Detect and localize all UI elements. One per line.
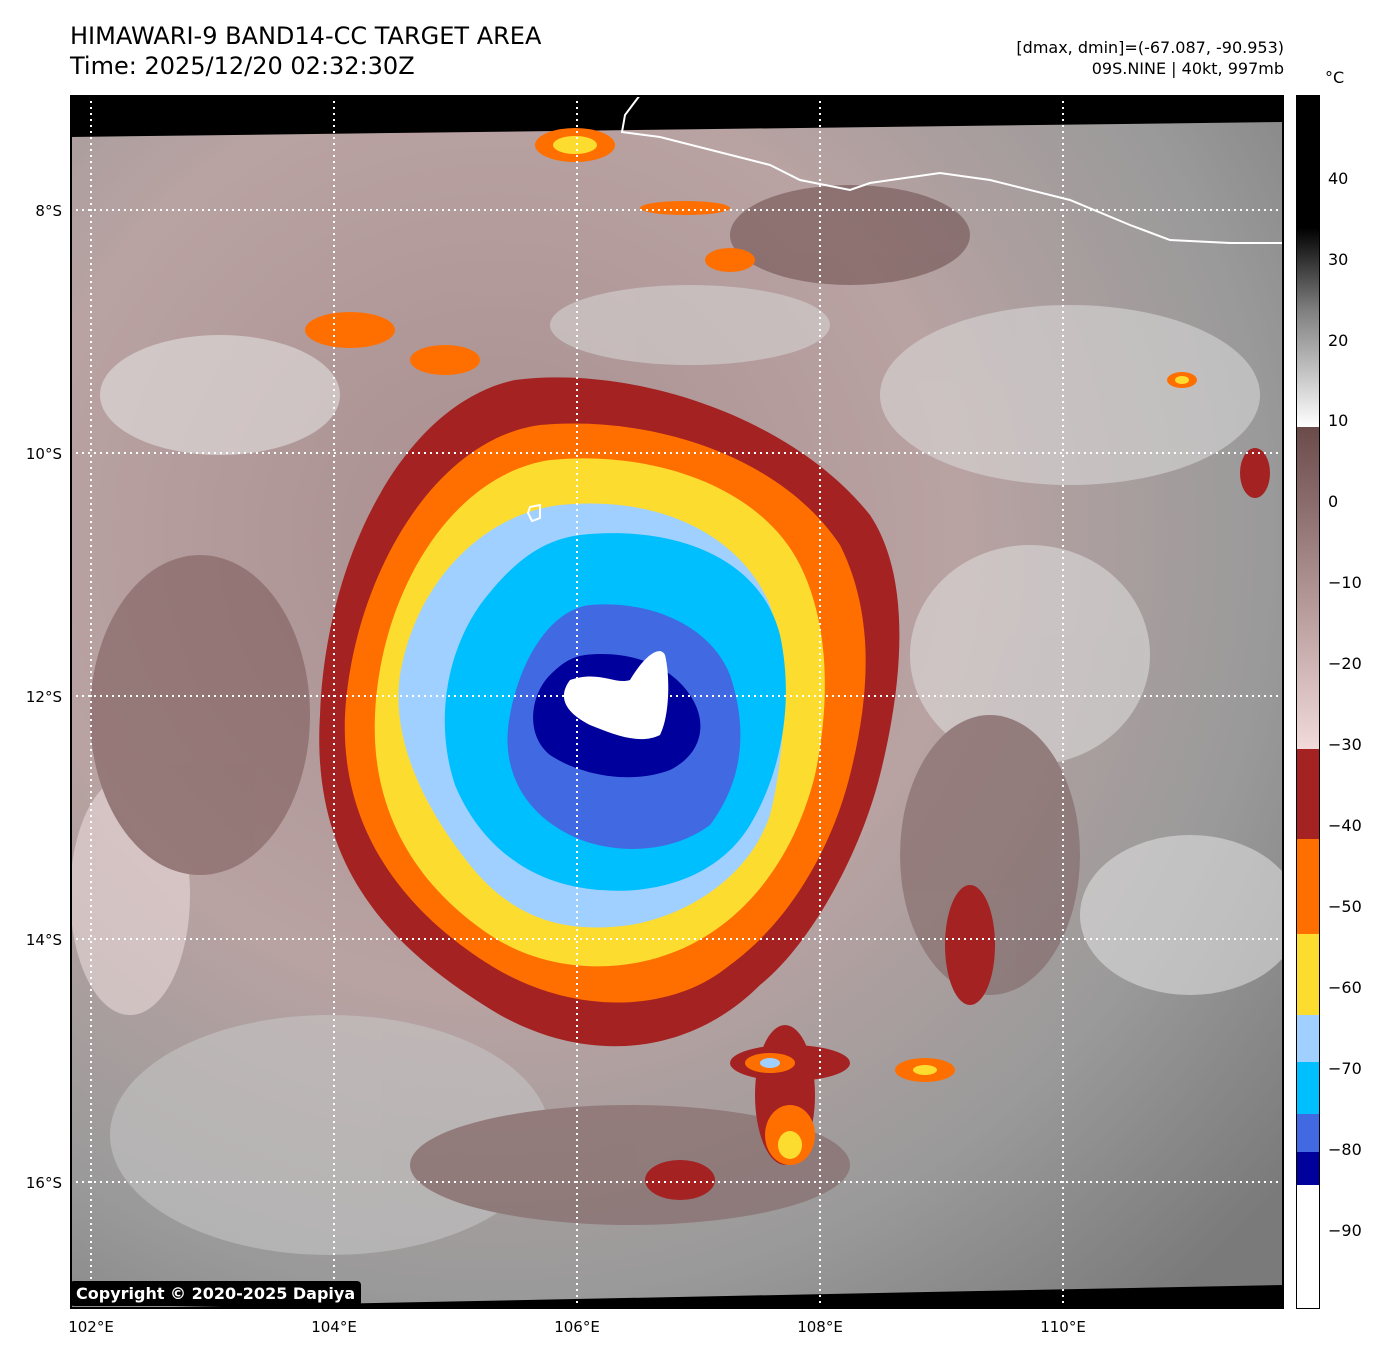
cbar-segment-navy — [1296, 1152, 1320, 1185]
lon-label-104e: 104°E — [311, 1318, 357, 1336]
cbar-tick: 30 — [1328, 250, 1349, 269]
cbar-segment-orange — [1296, 839, 1320, 934]
figure-timestamp: Time: 2025/12/20 02:32:30Z — [70, 52, 415, 80]
lat-label-12s: 12°S — [25, 688, 62, 706]
cbar-tick: −60 — [1328, 978, 1362, 997]
cbar-tick: −90 — [1328, 1221, 1362, 1240]
cbar-tick: −40 — [1328, 816, 1362, 835]
cbar-tick: 0 — [1328, 492, 1339, 511]
convective-cells — [305, 128, 1270, 1200]
figure-title: HIMAWARI-9 BAND14-CC TARGET AREA — [70, 22, 542, 50]
cbar-tick: −80 — [1328, 1140, 1362, 1159]
cbar-tick: −30 — [1328, 735, 1362, 754]
cbar-tick: 10 — [1328, 411, 1349, 430]
cbar-tick: 40 — [1328, 169, 1349, 188]
lat-label-16s: 16°S — [25, 1174, 62, 1192]
cbar-tick: −20 — [1328, 654, 1362, 673]
copyright-label: Copyright © 2020-2025 Dapiya — [70, 1281, 362, 1306]
lat-label-8s: 8°S — [35, 202, 62, 220]
cbar-tick: −10 — [1328, 573, 1362, 592]
cbar-segment-warm — [1296, 95, 1320, 427]
lat-label-10s: 10°S — [25, 445, 62, 463]
cbar-segment-royal-blue — [1296, 1114, 1320, 1152]
cbar-segment-brown — [1296, 427, 1320, 749]
lon-label-106e: 106°E — [554, 1318, 600, 1336]
cbar-segment-light-blue — [1296, 1015, 1320, 1062]
lon-label-102e: 102°E — [68, 1318, 114, 1336]
cbar-tick: −50 — [1328, 897, 1362, 916]
colorbar-unit: °C — [1325, 68, 1345, 87]
cbar-segment-red — [1296, 749, 1320, 839]
graticule — [70, 95, 1284, 1309]
temperature-colorbar — [1296, 95, 1320, 1309]
cbar-segment-yellow — [1296, 934, 1320, 1015]
cbar-segment-cyan — [1296, 1062, 1320, 1114]
cbar-tick: 20 — [1328, 331, 1349, 350]
data-range-text: [dmax, dmin]=(-67.087, -90.953) — [1016, 38, 1284, 57]
storm-info-text: 09S.NINE | 40kt, 997mb — [1091, 59, 1284, 78]
lon-label-108e: 108°E — [797, 1318, 843, 1336]
cbar-tick: −70 — [1328, 1059, 1362, 1078]
java-coastline — [620, 95, 1284, 244]
lon-label-110e: 110°E — [1040, 1318, 1086, 1336]
christmas-island-outline — [526, 503, 541, 523]
cbar-segment-cold-white — [1296, 1185, 1320, 1309]
lat-label-14s: 14°S — [25, 931, 62, 949]
satellite-map — [70, 95, 1284, 1309]
cold-cloud-shield — [319, 377, 900, 1047]
cloud-texture — [70, 185, 1284, 1255]
